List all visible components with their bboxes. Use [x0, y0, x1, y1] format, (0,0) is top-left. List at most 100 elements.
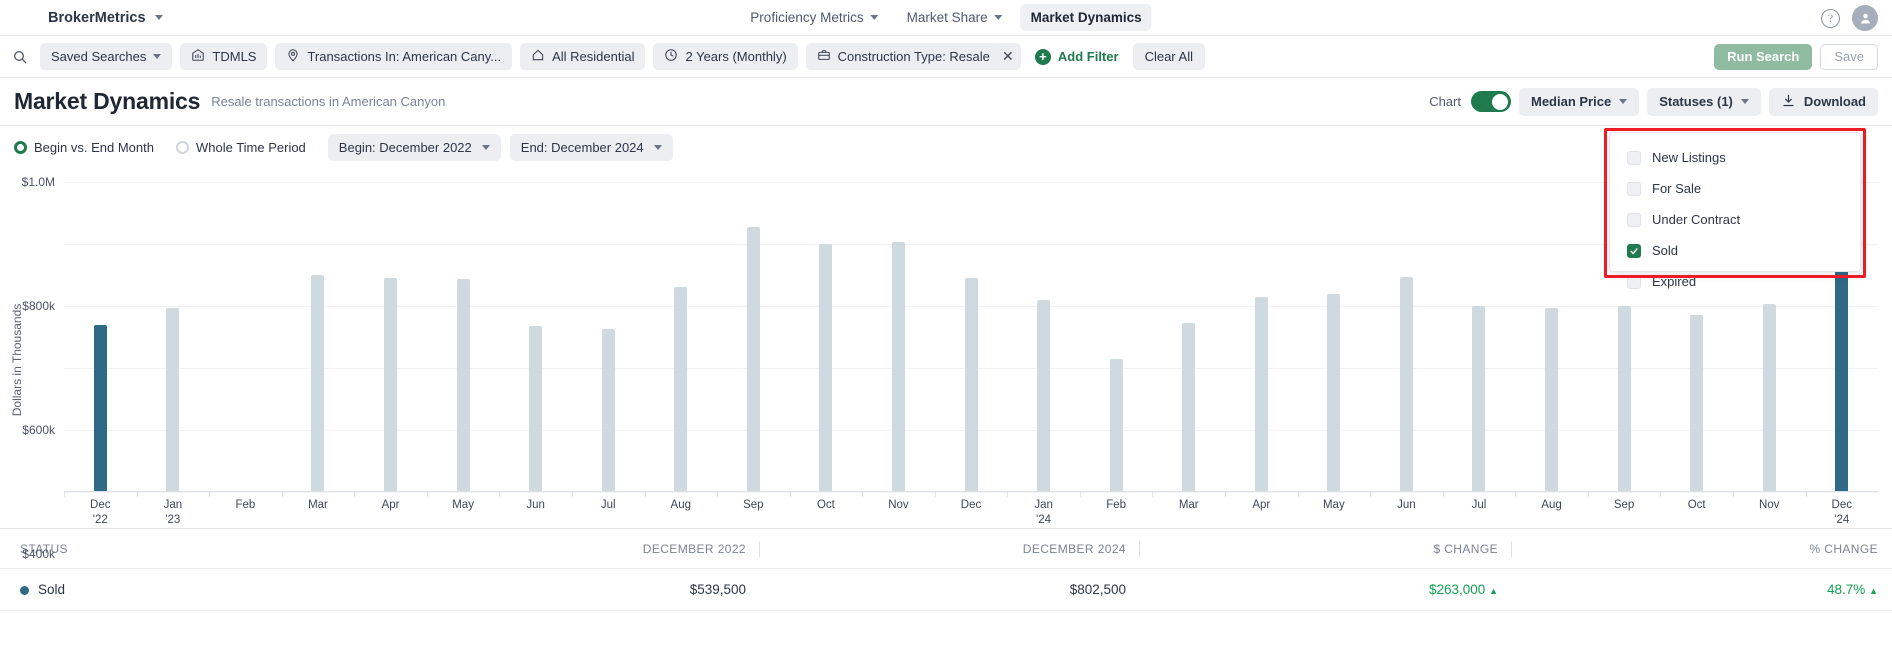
bar-cell[interactable] [209, 182, 282, 497]
chip-construction-type[interactable]: Construction Type: Resale [805, 43, 1001, 70]
chip-label: Construction Type: Resale [837, 49, 990, 64]
checkbox-checked-icon[interactable] [1627, 243, 1641, 258]
run-search-button[interactable]: Run Search [1714, 43, 1813, 70]
bar-cell[interactable] [1370, 182, 1443, 497]
status-option-under-contract[interactable]: Under Contract [1610, 204, 1860, 235]
bar[interactable] [1690, 315, 1704, 492]
chevron-down-icon [870, 15, 879, 20]
clear-all-button[interactable]: Clear All [1132, 43, 1205, 70]
x-axis-tick [64, 492, 65, 497]
bar-cell[interactable] [1587, 182, 1661, 497]
status-option-sold[interactable]: Sold [1610, 235, 1860, 266]
bar[interactable] [964, 278, 978, 492]
x-axis-label: Apr [354, 498, 427, 528]
bar[interactable] [674, 287, 688, 492]
nav-item-market-dynamics[interactable]: Market Dynamics [1020, 4, 1152, 31]
chip-transactions-in[interactable]: Transactions In: American Cany... [275, 43, 513, 70]
nav-item-market-share[interactable]: Market Share [897, 4, 1013, 31]
checkbox-icon[interactable] [1627, 181, 1641, 196]
add-filter-button[interactable]: + Add Filter [1034, 48, 1119, 65]
bar-cell[interactable] [571, 182, 645, 497]
metric-select[interactable]: Median Price [1518, 87, 1640, 116]
bar-cell[interactable] [934, 182, 1008, 497]
status-option-new-listings[interactable]: New Listings [1610, 142, 1860, 173]
bar-cell[interactable] [644, 182, 718, 497]
chip-tdmls[interactable]: TDMLS [180, 43, 268, 70]
begin-month-select[interactable]: Begin: December 2022 [327, 133, 501, 161]
bar[interactable] [529, 325, 543, 492]
bar[interactable] [1835, 243, 1849, 492]
radio-begin-vs-end-month[interactable]: Begin vs. End Month [14, 140, 154, 155]
bar-cell[interactable] [1297, 182, 1371, 497]
table-row[interactable]: Sold $539,500 $802,500 $263,000 ▲ 48.7% … [0, 569, 1892, 611]
checkbox-icon[interactable] [1627, 150, 1641, 165]
bar-cell[interactable] [1007, 182, 1080, 497]
bar-cell[interactable] [1152, 182, 1225, 497]
bar[interactable] [384, 278, 398, 492]
bar-cell[interactable] [354, 182, 427, 497]
bar-cell[interactable] [136, 182, 210, 497]
bar-cell[interactable] [789, 182, 863, 497]
save-button[interactable]: Save [1820, 43, 1878, 70]
bar[interactable] [1327, 293, 1341, 492]
bar-cell[interactable] [717, 182, 790, 497]
chip-saved-searches[interactable]: Saved Searches [40, 43, 173, 70]
bar-cell[interactable] [862, 182, 935, 497]
statuses-select[interactable]: Statuses (1) [1647, 87, 1761, 116]
bar[interactable] [819, 244, 833, 492]
bar[interactable] [1037, 299, 1051, 492]
bar[interactable] [746, 226, 760, 492]
bar-cell[interactable] [1225, 182, 1298, 497]
x-axis-month: Jun [526, 499, 545, 511]
bar[interactable] [1109, 358, 1123, 492]
download-icon [1781, 93, 1796, 111]
statuses-dropdown-panel[interactable]: New Listings For Sale Under Contract Sold Ex… [1609, 132, 1861, 289]
nav-item-label: Market Share [906, 10, 988, 25]
help-circle-icon[interactable]: ? [1821, 8, 1840, 28]
nav-item-proficiency-metrics[interactable]: Proficiency Metrics [740, 4, 888, 31]
bar[interactable] [1399, 276, 1413, 492]
bar[interactable] [1545, 307, 1559, 492]
end-month-label: End: December 2024 [520, 139, 644, 155]
bar[interactable] [1254, 296, 1268, 492]
end-month-select[interactable]: End: December 2024 [509, 133, 673, 161]
bar[interactable] [1472, 306, 1486, 492]
bar[interactable] [1182, 323, 1196, 492]
radio-whole-time-period[interactable]: Whole Time Period [175, 140, 306, 155]
bar[interactable] [1762, 304, 1776, 492]
bar-cell[interactable] [1805, 182, 1879, 497]
search-icon[interactable] [12, 49, 28, 65]
brand-menu[interactable]: BrokerMetrics [48, 10, 163, 26]
bar-cell[interactable] [1515, 182, 1588, 497]
bar-cell[interactable] [281, 182, 355, 497]
chip-time-period[interactable]: 2 Years (Monthly) [653, 43, 798, 70]
x-axis-tick [1660, 492, 1662, 497]
column-header-percent-change: % CHANGE [1512, 542, 1892, 556]
status-option-expired[interactable]: Expired [1610, 266, 1860, 297]
bar[interactable] [456, 279, 470, 492]
bar-cell[interactable] [1732, 182, 1806, 497]
bar-cell[interactable] [499, 182, 572, 497]
status-option-for-sale[interactable]: For Sale [1610, 173, 1860, 204]
bar[interactable] [93, 324, 107, 492]
bar-cell[interactable] [1079, 182, 1153, 497]
user-avatar-icon[interactable] [1852, 5, 1878, 31]
checkbox-icon[interactable] [1627, 274, 1641, 289]
page-header-actions: Chart Median Price Statuses (1) Download [1429, 87, 1878, 116]
bar[interactable] [891, 242, 905, 492]
bar-cell[interactable] [1660, 182, 1733, 497]
checkbox-icon[interactable] [1627, 212, 1641, 227]
bar-cell[interactable] [64, 182, 137, 497]
bar-cell[interactable] [426, 182, 500, 497]
x-axis-month: Mar [308, 499, 328, 511]
chip-label: 2 Years (Monthly) [685, 49, 787, 64]
chart-toggle[interactable] [1470, 91, 1511, 112]
chip-all-residential[interactable]: All Residential [520, 43, 646, 70]
bar[interactable] [601, 329, 615, 492]
bar-cell[interactable] [1442, 182, 1516, 497]
bar[interactable] [166, 307, 180, 492]
bar[interactable] [311, 275, 325, 492]
download-button[interactable]: Download [1768, 87, 1878, 116]
bar[interactable] [1617, 306, 1631, 492]
remove-filter-icon[interactable]: ✕ [994, 43, 1021, 70]
